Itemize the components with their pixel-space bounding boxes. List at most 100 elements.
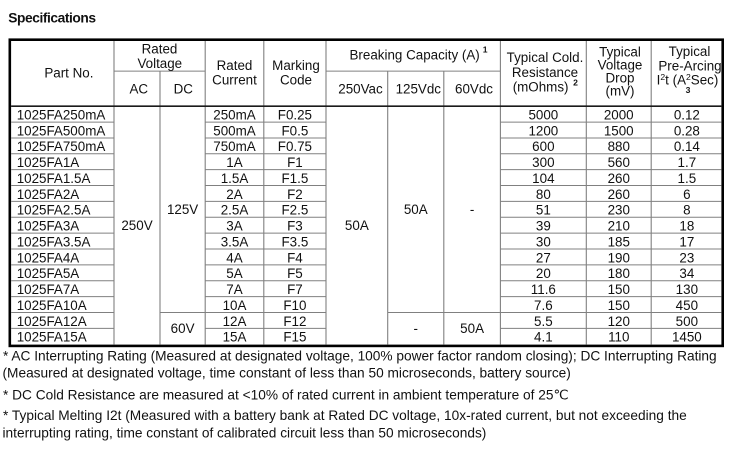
svg-text:2: 2 — [573, 78, 578, 88]
svg-text:Part No.: Part No. — [44, 65, 93, 80]
svg-text:125Vdc: 125Vdc — [396, 81, 442, 96]
svg-text:150: 150 — [608, 298, 630, 313]
svg-text:60V: 60V — [171, 321, 195, 336]
svg-text:17: 17 — [679, 234, 694, 249]
svg-text:(Measured at designated voltag: (Measured at designated voltage, time co… — [3, 366, 571, 381]
svg-text:1025FA3A: 1025FA3A — [17, 219, 80, 234]
svg-text:15A: 15A — [223, 330, 247, 345]
svg-text:20: 20 — [536, 266, 551, 281]
svg-text:12A: 12A — [223, 314, 247, 329]
svg-text:2.5A: 2.5A — [221, 203, 249, 218]
svg-text:1025FA5A: 1025FA5A — [17, 266, 80, 281]
svg-text:104: 104 — [532, 171, 555, 186]
svg-text:F1.5: F1.5 — [282, 171, 309, 186]
svg-text:Current: Current — [212, 72, 257, 87]
svg-text:11.6: 11.6 — [531, 282, 556, 297]
svg-text:600: 600 — [532, 139, 554, 154]
svg-text:2A: 2A — [226, 187, 242, 202]
svg-text:8: 8 — [683, 203, 690, 218]
svg-text:1.5: 1.5 — [678, 171, 697, 186]
svg-text:230: 230 — [608, 203, 630, 218]
svg-text:1025FA2.5A: 1025FA2.5A — [17, 203, 91, 218]
svg-text:Resistance: Resistance — [512, 65, 578, 80]
svg-text:500mA: 500mA — [213, 123, 255, 138]
svg-text:125V: 125V — [167, 202, 198, 217]
svg-text:30: 30 — [536, 234, 551, 249]
svg-text:110: 110 — [608, 330, 629, 345]
svg-text:Rated: Rated — [217, 58, 253, 73]
svg-text:50A: 50A — [345, 218, 369, 233]
svg-text:150: 150 — [608, 282, 630, 297]
svg-text:F12: F12 — [283, 314, 306, 329]
svg-text:1200: 1200 — [528, 123, 558, 138]
svg-text:* Typical Melting I2t (Measure: * Typical Melting I2t (Measured with a b… — [3, 408, 687, 423]
svg-text:39: 39 — [536, 219, 551, 234]
svg-text:F2: F2 — [287, 187, 303, 202]
svg-text:I2t (A2Sec): I2t (A2Sec) — [657, 72, 719, 88]
svg-text:260: 260 — [608, 171, 630, 186]
svg-text:190: 190 — [608, 250, 630, 265]
svg-text:450: 450 — [676, 298, 698, 313]
svg-text:1025FA2A: 1025FA2A — [17, 187, 80, 202]
svg-text:5000: 5000 — [528, 107, 558, 122]
svg-text:18: 18 — [679, 219, 694, 234]
svg-text:7.6: 7.6 — [534, 298, 553, 313]
svg-text:Marking: Marking — [272, 58, 320, 73]
svg-text:3.5A: 3.5A — [221, 234, 249, 249]
svg-text:Typical Cold.: Typical Cold. — [507, 50, 584, 65]
svg-text:1A: 1A — [226, 155, 242, 170]
svg-text:210: 210 — [608, 219, 630, 234]
svg-text:5A: 5A — [226, 266, 242, 281]
svg-text:Pre-Arcing: Pre-Arcing — [658, 58, 721, 73]
svg-text:0.28: 0.28 — [674, 123, 700, 138]
svg-text:Typical: Typical — [599, 44, 641, 59]
svg-text:180: 180 — [608, 266, 630, 281]
svg-text:Voltage: Voltage — [137, 56, 182, 71]
svg-text:F0.25: F0.25 — [278, 107, 312, 122]
svg-text:27: 27 — [536, 250, 551, 265]
svg-text:F3.5: F3.5 — [282, 234, 309, 249]
svg-text:1025FA1A: 1025FA1A — [17, 155, 80, 170]
svg-text:23: 23 — [679, 250, 694, 265]
svg-text:1025FA250mA: 1025FA250mA — [17, 107, 106, 122]
svg-text:4.1: 4.1 — [534, 330, 553, 345]
svg-text:F10: F10 — [283, 298, 306, 313]
svg-text:130: 130 — [676, 282, 698, 297]
svg-text:1025FA3.5A: 1025FA3.5A — [17, 234, 91, 249]
svg-text:Code: Code — [280, 72, 312, 87]
svg-text:(mOhms): (mOhms) — [513, 79, 569, 94]
svg-text:Typical: Typical — [669, 44, 711, 59]
svg-text:AC: AC — [129, 81, 148, 96]
svg-text:* AC Interrupting Rating (Meas: * AC Interrupting Rating (Measured at de… — [3, 349, 717, 364]
svg-text:interrupting rating, time cons: interrupting rating, time constant of ca… — [3, 426, 487, 441]
svg-text:1.7: 1.7 — [678, 155, 697, 170]
svg-text:80: 80 — [536, 187, 551, 202]
svg-text:1450: 1450 — [672, 330, 702, 345]
svg-text:1025FA7A: 1025FA7A — [17, 282, 80, 297]
svg-text:* DC Cold Resistance are measu: * DC Cold Resistance are measured at <10… — [3, 388, 569, 403]
svg-text:F0.5: F0.5 — [282, 123, 309, 138]
svg-text:300: 300 — [532, 155, 554, 170]
svg-text:1025FA750mA: 1025FA750mA — [17, 139, 106, 154]
svg-text:F7: F7 — [287, 282, 303, 297]
svg-text:-: - — [470, 202, 474, 217]
svg-text:DC: DC — [174, 81, 194, 96]
svg-text:51: 51 — [536, 203, 551, 218]
svg-text:500: 500 — [676, 314, 698, 329]
svg-text:1.5A: 1.5A — [221, 171, 249, 186]
svg-text:Specifications: Specifications — [8, 11, 96, 26]
svg-text:-: - — [414, 321, 418, 336]
svg-text:F5: F5 — [287, 266, 303, 281]
svg-text:880: 880 — [608, 139, 630, 154]
svg-text:1025FA500mA: 1025FA500mA — [17, 123, 106, 138]
svg-text:F15: F15 — [283, 330, 306, 345]
svg-text:260: 260 — [608, 187, 630, 202]
svg-text:250V: 250V — [121, 218, 152, 233]
svg-text:750mA: 750mA — [213, 139, 255, 154]
svg-text:50A: 50A — [404, 202, 428, 217]
svg-text:1025FA15A: 1025FA15A — [17, 330, 87, 345]
svg-text:F4: F4 — [287, 250, 303, 265]
svg-text:1500: 1500 — [604, 123, 634, 138]
svg-text:F0.75: F0.75 — [278, 139, 312, 154]
svg-text:50A: 50A — [460, 321, 484, 336]
